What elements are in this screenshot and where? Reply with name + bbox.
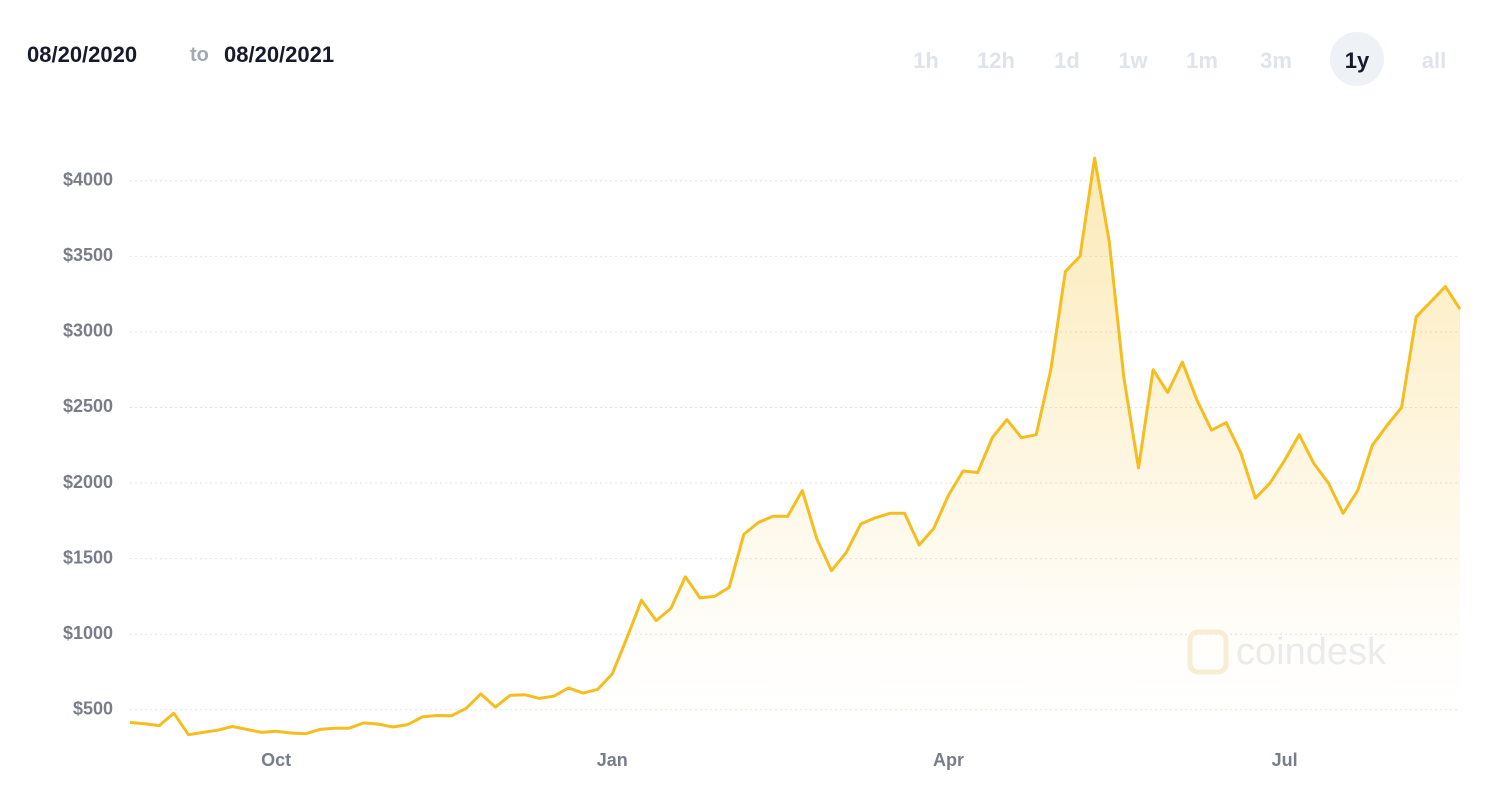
y-tick-label: $3000 xyxy=(63,321,113,341)
y-tick-label: $1000 xyxy=(63,623,113,643)
start-date: 08/20/2020 xyxy=(27,42,137,67)
y-tick-label: $500 xyxy=(73,699,113,719)
range-button[interactable]: 12h xyxy=(977,48,1015,73)
y-tick-label: $2000 xyxy=(63,472,113,492)
watermark-logo xyxy=(1187,629,1229,675)
y-tick-label: $2500 xyxy=(63,396,113,416)
range-button[interactable]: 1w xyxy=(1118,48,1148,73)
range-buttons: 1h 12h 1d 1w 1m 3m 1y all xyxy=(913,48,1446,73)
date-range: 08/20/2020 to 08/20/2021 xyxy=(27,42,334,67)
area xyxy=(130,158,1460,741)
x-tick-label: Jul xyxy=(1272,750,1298,770)
x-tick-label: Oct xyxy=(261,750,291,770)
price-line xyxy=(129,156,1462,737)
y-tick-label: $4000 xyxy=(63,170,113,190)
x-tick-label: Apr xyxy=(933,750,964,770)
x-tick-label: Jan xyxy=(597,750,628,770)
grid: $500 $1000 $1500 $2000 $2500 $3000 $3500 $4000 O… xyxy=(63,170,1460,770)
range-button[interactable]: all xyxy=(1422,48,1446,73)
range-button[interactable]: 1m xyxy=(1186,48,1218,73)
range-button[interactable]: 1h xyxy=(913,48,939,73)
y-tick-label: $1500 xyxy=(63,547,113,567)
watermark: coindesk xyxy=(1187,629,1387,675)
range-button[interactable]: 1y xyxy=(1345,48,1370,73)
y-tick-label: $3500 xyxy=(63,245,113,265)
end-date: 08/20/2021 xyxy=(224,42,334,67)
range-button[interactable]: 3m xyxy=(1260,48,1292,73)
active-range-bg xyxy=(1330,32,1384,86)
watermark-text: coindesk xyxy=(1236,631,1387,673)
range-button[interactable]: 1d xyxy=(1054,48,1080,73)
plot xyxy=(129,156,1462,741)
date-separator: to xyxy=(190,44,209,66)
